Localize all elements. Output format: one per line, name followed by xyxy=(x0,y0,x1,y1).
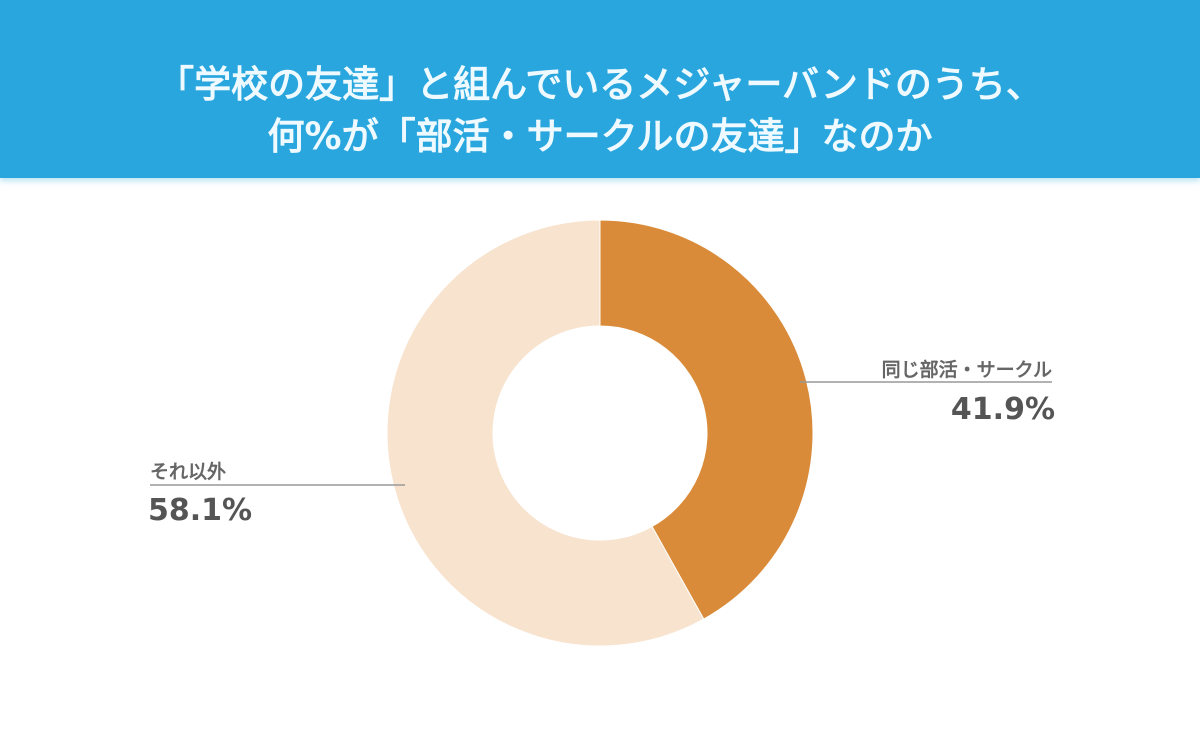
header-banner: 「学校の友達」と組んでいるメジャーバンドのうち、 何%が「部活・サークルの友達」… xyxy=(0,0,1200,178)
chart-title-line1: 「学校の友達」と組んでいるメジャーバンドのうち、 xyxy=(157,63,1043,106)
donut-slice-club xyxy=(599,219,814,620)
chart-title-line2: 何%が「部活・サークルの友達」なのか xyxy=(267,115,933,158)
label-club: 同じ部活・サークル xyxy=(881,359,1052,381)
donut-slice-other xyxy=(386,219,705,647)
value-club: 41.9% xyxy=(950,392,1055,427)
value-other: 58.1% xyxy=(148,493,253,528)
label-other: それ以外 xyxy=(150,461,227,483)
